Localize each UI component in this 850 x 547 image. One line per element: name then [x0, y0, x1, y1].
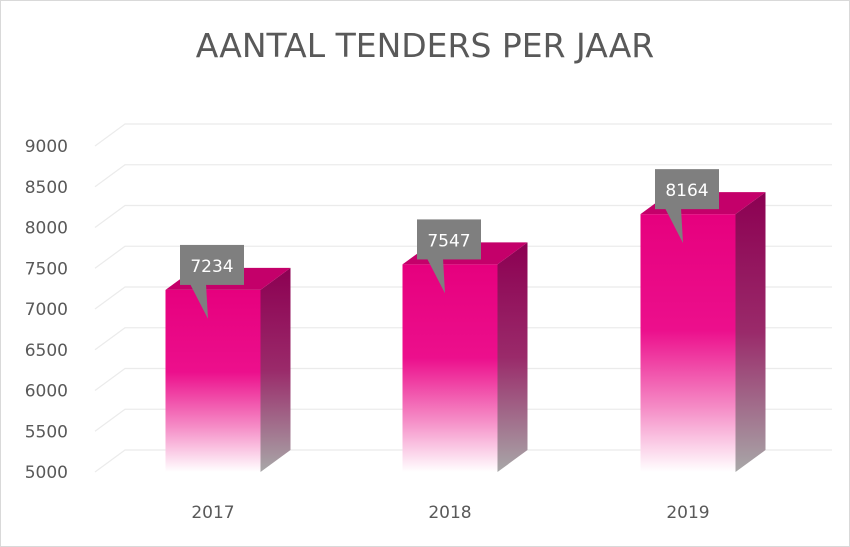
bar-front [402, 264, 498, 472]
bar [402, 242, 528, 472]
data-label: 7547 [427, 231, 470, 251]
y-tick-label: 5000 [25, 463, 68, 483]
y-tick-label: 9000 [25, 137, 68, 157]
y-tick-label: 8500 [25, 178, 68, 198]
callout-pointer [427, 258, 445, 294]
bar-front [640, 214, 736, 472]
x-axis-ticks: 2017 2018 2019 [191, 503, 709, 523]
data-label-callout: 8164 [655, 169, 719, 244]
y-tick-label: 5500 [25, 422, 68, 442]
y-tick-label: 6000 [25, 382, 68, 402]
gridline [94, 408, 832, 432]
bar-side [260, 267, 291, 472]
y-tick-label: 7000 [25, 300, 68, 320]
callout-pointer [190, 283, 208, 319]
y-tick-label: 7500 [25, 259, 68, 279]
gridlines [94, 123, 832, 473]
bars [165, 192, 766, 472]
x-tick-label: 2019 [666, 503, 709, 523]
y-axis-ticks: 5000 5500 6000 6500 7000 7500 8000 8500 9000 [25, 137, 68, 483]
gridline [94, 245, 832, 269]
callout-box [417, 219, 481, 260]
gridline [94, 286, 832, 310]
y-tick-label: 6500 [25, 341, 68, 361]
bar [640, 192, 766, 472]
gridline [94, 123, 832, 147]
gridline [94, 164, 832, 188]
data-labels: 7234 7547 8164 [180, 169, 719, 319]
bar-front [165, 289, 261, 472]
gridline [94, 204, 832, 228]
gridline [94, 367, 832, 391]
gridline [94, 449, 832, 473]
x-tick-label: 2018 [428, 503, 471, 523]
data-label: 8164 [665, 181, 708, 201]
bar-side [735, 192, 766, 472]
callout-box [655, 169, 719, 210]
data-label-callout: 7234 [180, 244, 244, 319]
bar [165, 267, 291, 472]
data-label-callout: 7547 [417, 219, 481, 294]
gridline [94, 327, 832, 351]
callout-box [180, 244, 244, 285]
callout-pointer [665, 208, 683, 244]
chart-title: AANTAL TENDERS PER JAAR [195, 26, 655, 65]
x-tick-label: 2017 [191, 503, 234, 523]
data-label: 7234 [190, 257, 233, 277]
y-tick-label: 8000 [25, 219, 68, 239]
bar-side [497, 242, 528, 472]
